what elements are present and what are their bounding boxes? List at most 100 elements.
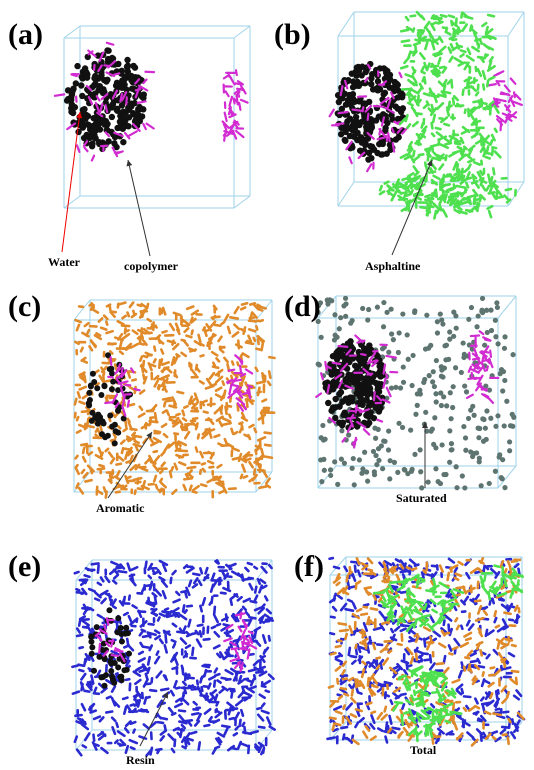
molecule bbox=[92, 563, 99, 564]
molecule bbox=[167, 411, 169, 415]
molecule bbox=[144, 697, 146, 703]
atom bbox=[107, 366, 113, 372]
molecule bbox=[489, 192, 495, 193]
molecule bbox=[412, 90, 419, 94]
molecule bbox=[192, 370, 196, 375]
molecule bbox=[461, 13, 462, 18]
molecule bbox=[165, 725, 166, 730]
atom bbox=[94, 624, 100, 630]
atom bbox=[109, 114, 115, 120]
atom bbox=[405, 471, 410, 476]
molecule bbox=[401, 625, 409, 626]
molecule bbox=[199, 581, 201, 585]
molecule bbox=[464, 696, 470, 697]
molecule bbox=[187, 632, 190, 635]
molecule bbox=[84, 147, 87, 151]
molecule bbox=[436, 673, 442, 674]
molecule bbox=[508, 561, 510, 566]
molecule bbox=[78, 665, 84, 666]
molecule bbox=[186, 646, 190, 648]
molecule bbox=[125, 385, 130, 386]
atom bbox=[440, 321, 445, 326]
molecule bbox=[463, 90, 464, 95]
atom bbox=[109, 386, 115, 392]
atom bbox=[450, 405, 455, 410]
molecule bbox=[439, 58, 441, 63]
molecule bbox=[106, 331, 112, 333]
atom bbox=[419, 485, 424, 490]
molecule bbox=[504, 613, 510, 614]
atom bbox=[86, 390, 92, 396]
atom bbox=[401, 380, 406, 385]
molecule bbox=[211, 585, 213, 592]
molecule bbox=[154, 438, 161, 442]
molecule bbox=[256, 326, 257, 329]
molecule bbox=[501, 730, 505, 734]
molecule bbox=[515, 606, 517, 611]
molecule bbox=[164, 434, 167, 437]
molecule bbox=[361, 354, 365, 355]
molecule bbox=[367, 164, 371, 171]
molecule bbox=[430, 655, 431, 662]
molecule bbox=[355, 723, 358, 727]
molecule bbox=[85, 734, 89, 740]
molecule bbox=[483, 672, 484, 675]
molecule bbox=[483, 85, 484, 90]
molecule bbox=[91, 341, 95, 346]
molecule bbox=[136, 89, 141, 90]
molecule bbox=[223, 572, 226, 577]
molecule bbox=[482, 23, 486, 26]
molecule bbox=[78, 392, 80, 397]
molecule bbox=[213, 363, 215, 366]
molecule bbox=[336, 667, 340, 671]
molecule bbox=[172, 749, 174, 752]
atom bbox=[476, 313, 481, 318]
molecule bbox=[486, 186, 489, 190]
molecule bbox=[432, 15, 434, 18]
molecule bbox=[484, 607, 487, 609]
molecule bbox=[99, 465, 103, 466]
molecule bbox=[228, 327, 230, 333]
molecule bbox=[395, 627, 399, 630]
atom bbox=[454, 485, 459, 490]
box-edge bbox=[64, 26, 80, 38]
molecule bbox=[406, 17, 408, 20]
atom bbox=[366, 342, 372, 348]
molecule bbox=[431, 145, 438, 147]
molecule bbox=[220, 408, 221, 414]
molecule bbox=[169, 708, 172, 712]
particles bbox=[315, 296, 516, 491]
molecule bbox=[238, 341, 239, 349]
molecule bbox=[422, 615, 429, 617]
molecule bbox=[179, 710, 185, 711]
molecule bbox=[188, 467, 196, 468]
molecule bbox=[369, 641, 371, 643]
molecule bbox=[244, 599, 250, 602]
molecule bbox=[198, 435, 199, 439]
molecule bbox=[243, 723, 245, 726]
molecule bbox=[73, 692, 79, 694]
molecule bbox=[110, 351, 112, 353]
molecule bbox=[393, 595, 398, 598]
atom bbox=[441, 472, 446, 477]
molecule bbox=[449, 48, 451, 53]
molecule bbox=[202, 401, 207, 403]
molecule bbox=[424, 105, 428, 108]
molecule bbox=[489, 77, 494, 79]
atom bbox=[382, 439, 387, 444]
atom bbox=[110, 379, 116, 385]
molecule bbox=[258, 470, 264, 471]
molecule bbox=[510, 606, 514, 607]
atom bbox=[118, 631, 124, 637]
molecule bbox=[419, 154, 423, 155]
molecule bbox=[492, 148, 493, 155]
molecule bbox=[240, 613, 241, 619]
atom bbox=[90, 410, 96, 416]
atom bbox=[78, 82, 84, 88]
molecule bbox=[219, 337, 222, 341]
atom bbox=[341, 303, 346, 308]
molecule bbox=[471, 335, 479, 336]
molecule bbox=[413, 29, 414, 32]
molecule bbox=[415, 634, 418, 636]
molecule bbox=[80, 580, 85, 581]
